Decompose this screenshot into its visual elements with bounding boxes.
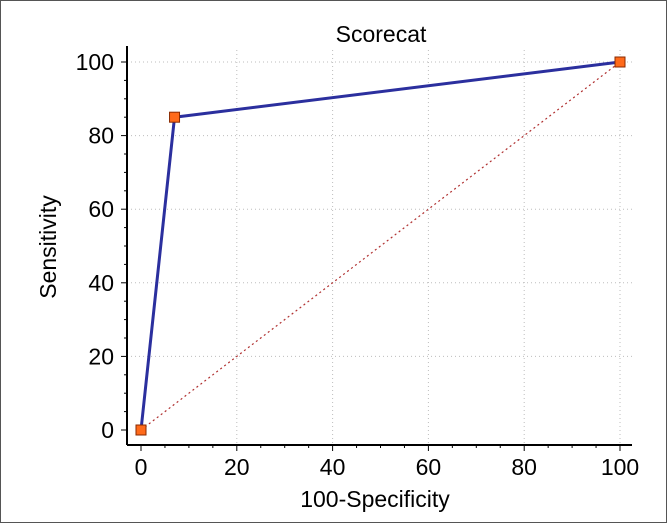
x-tick-label: 60 [416,454,442,480]
y-tick-label: 20 [88,343,114,369]
axes [121,46,632,451]
x-tick-label: 100 [601,454,639,480]
tick-labels: 0 20 40 60 80 100 0 20 40 60 80 100 [76,49,640,480]
y-tick-label: 0 [101,417,114,443]
chart-title: Scorecat [336,21,427,47]
reference-diagonal-line [140,61,621,431]
y-tick-label: 60 [88,196,114,222]
x-tick-label: 40 [320,454,346,480]
data-point-marker [135,424,147,436]
y-tick-label: 80 [88,123,114,149]
y-axis-label: Sensitivity [35,195,61,299]
x-tick-label: 80 [511,454,537,480]
grid-lines [127,50,632,445]
x-axis-label: 100-Specificity [300,486,450,512]
data-point-marker [169,111,181,123]
data-point-marker [614,56,626,68]
x-tick-label: 20 [224,454,250,480]
data-marks [135,56,626,436]
y-tick-label: 40 [88,270,114,296]
x-tick-label: 0 [135,454,148,480]
y-tick-label: 100 [76,49,114,75]
